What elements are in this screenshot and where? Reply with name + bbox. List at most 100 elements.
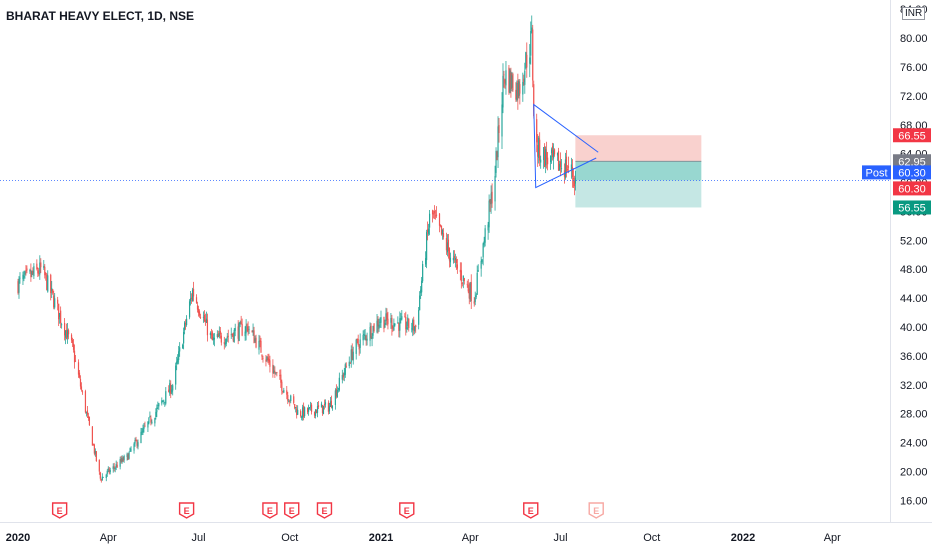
candle-body (23, 276, 25, 278)
candle-body (517, 80, 519, 98)
candle-body (351, 349, 353, 360)
candle-body (128, 452, 130, 459)
earnings-marker[interactable]: E (262, 502, 278, 519)
candle-body (198, 311, 201, 316)
candle-body (515, 89, 517, 100)
candle-body (419, 295, 421, 311)
candle-body (262, 357, 264, 359)
candle-body (149, 416, 151, 417)
candle-body (552, 150, 555, 159)
price-tick-label: 24.00 (900, 438, 928, 450)
candle-body (505, 70, 507, 86)
candle-body (428, 228, 430, 234)
candle-body (310, 404, 313, 412)
earnings-marker[interactable]: E (51, 502, 68, 519)
candle-body (365, 335, 367, 340)
candle-body (420, 289, 422, 294)
candle-body (119, 459, 121, 467)
price-label-text: 60.30 (898, 183, 926, 195)
candle-body (231, 333, 233, 335)
candle-body (573, 180, 575, 187)
candle-body (455, 259, 457, 264)
candle-body (427, 229, 429, 233)
candle-body (474, 297, 476, 302)
candle-body (120, 459, 122, 462)
candle-body (64, 322, 66, 336)
candle-body (52, 289, 54, 293)
candle-body (267, 357, 269, 361)
price-tick-label: 80.00 (900, 33, 928, 45)
candle-body (426, 232, 428, 261)
candle-body (234, 328, 236, 331)
candle-body (342, 374, 344, 378)
candle-body (518, 81, 520, 96)
candle-body (461, 282, 463, 284)
earnings-marker[interactable]: E (399, 502, 415, 519)
earnings-marker[interactable]: E (284, 502, 300, 519)
candle-body (80, 386, 83, 390)
candle-body (204, 320, 207, 322)
candle-body (261, 354, 263, 357)
candle-body (297, 409, 299, 415)
candle-body (105, 474, 107, 478)
candle-body (391, 317, 393, 329)
candle-body (102, 476, 104, 478)
candle-body (512, 73, 514, 91)
candle-body (519, 84, 521, 94)
candle-body (142, 428, 144, 433)
candle-body (316, 406, 319, 413)
currency-badge[interactable]: INR (902, 7, 926, 20)
candle-body (230, 334, 232, 336)
candle-body (397, 322, 399, 324)
price-tick-label: 20.00 (900, 466, 928, 478)
candle-body (565, 156, 568, 173)
candle-body (281, 381, 283, 391)
candle-body (406, 327, 408, 330)
candle-body (411, 328, 413, 330)
candle-body (545, 149, 547, 166)
candle-body (516, 82, 518, 101)
candle-body (109, 470, 111, 473)
candle-body (293, 396, 295, 403)
earnings-marker[interactable]: E (523, 502, 539, 519)
earnings-letter: E (267, 506, 273, 516)
candle-body (24, 271, 26, 275)
candle-body (282, 391, 284, 392)
earnings-letter: E (184, 506, 190, 516)
earnings-badge (523, 502, 539, 519)
candle-body (386, 313, 388, 320)
candle-body (157, 405, 159, 406)
candle-body (546, 151, 548, 160)
candle-body (95, 451, 97, 461)
candle-body (320, 403, 323, 408)
earnings-marker[interactable]: E (316, 502, 333, 519)
candle-body (399, 318, 401, 331)
candle-body (379, 321, 381, 323)
candle-body (414, 326, 416, 332)
candle-body (36, 263, 38, 270)
candle-body (248, 329, 250, 331)
chart-title: BHARAT HEAVY ELECT, 1D, NSE (6, 9, 195, 23)
candle-body (91, 426, 93, 446)
candle-body (172, 385, 174, 391)
candle-body (357, 338, 359, 346)
candle-body (188, 301, 191, 318)
earnings-marker[interactable]: E (178, 502, 195, 519)
candle-body (218, 333, 220, 337)
earnings-marker[interactable]: E (588, 502, 604, 519)
candle-body (558, 163, 561, 171)
candle-body (469, 283, 471, 300)
candle-body (79, 378, 82, 387)
candle-body (244, 331, 246, 337)
candle-body (447, 239, 450, 252)
candle-body (288, 401, 290, 403)
candle-body (302, 407, 304, 418)
candle-body (184, 322, 186, 331)
candle-body (165, 391, 167, 404)
candle-body (372, 326, 374, 336)
earnings-badge (262, 502, 278, 519)
candle-body (459, 269, 461, 273)
candle-body (566, 169, 569, 170)
